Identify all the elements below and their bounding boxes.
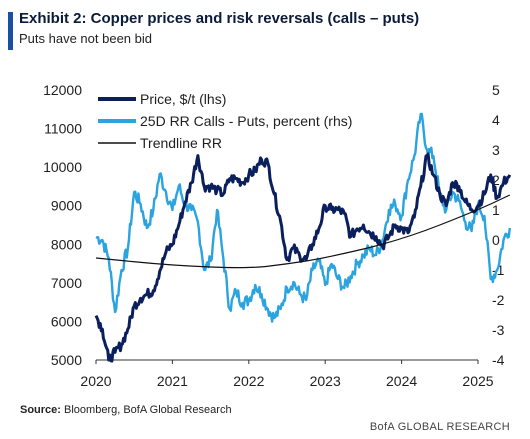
- legend: Price, $/t (lhs) 25D RR Calls - Puts, per…: [98, 91, 352, 151]
- price-series-line: [94, 152, 512, 363]
- axes-layer: 2020 2021 2022 2023 2024 2025 5000 6000 7000 8000…: [43, 82, 505, 389]
- y-left-tick-label: 7000: [51, 275, 82, 291]
- x-tick-label: 2021: [157, 373, 188, 389]
- y-right-tick-label: 4: [492, 112, 500, 128]
- publisher-credit: BofA GLOBAL RESEARCH: [369, 421, 510, 433]
- y-left-tick-label: 5000: [51, 352, 82, 368]
- y-right-tick-label: 1: [492, 202, 500, 218]
- y-left-tick-label: 6000: [51, 313, 82, 329]
- legend-item-rr: 25D RR Calls - Puts, percent (rhs): [98, 113, 352, 129]
- y-left-tick-label: 10000: [43, 159, 82, 175]
- x-tick-label: 2020: [80, 373, 111, 389]
- y-left-tick-label: 11000: [44, 121, 82, 137]
- y-right-tick-label: -4: [492, 352, 505, 368]
- y-left-tick-label: 9000: [51, 198, 82, 214]
- source-label: Source:: [20, 404, 61, 416]
- trendline-rr-line: [95, 194, 511, 269]
- legend-label: Trendline RR: [140, 135, 222, 151]
- y-right-tick-label: 2: [492, 172, 500, 188]
- source-text: Bloomberg, BofA Global Research: [64, 404, 232, 416]
- legend-label: Price, $/t (lhs): [140, 91, 226, 107]
- y-right-tick-label: 0: [492, 232, 500, 248]
- x-tick-label: 2025: [462, 373, 493, 389]
- y-left-tick-label: 12000: [43, 82, 82, 98]
- legend-item-trendline: Trendline RR: [98, 135, 222, 151]
- y-right-tick-label: 3: [492, 142, 500, 158]
- source-note: Source: Bloomberg, BofA Global Research: [20, 404, 232, 416]
- chart-title: Exhibit 2: Copper prices and risk revers…: [19, 10, 420, 27]
- legend-label: 25D RR Calls - Puts, percent (rhs): [140, 113, 352, 129]
- title-accent-bar: [8, 12, 13, 50]
- y-right-tick-label: -3: [492, 322, 505, 338]
- x-tick-label: 2022: [233, 373, 264, 389]
- series-layer: [94, 112, 512, 363]
- y-right-tick-label: -2: [492, 292, 505, 308]
- copper-chart: 2020 2021 2022 2023 2024 2025 5000 6000 7000 8000…: [43, 82, 512, 389]
- y-right-tick-label: 5: [492, 82, 500, 98]
- chart-subtitle: Puts have not been bid: [19, 31, 152, 46]
- x-tick-label: 2024: [386, 373, 417, 389]
- x-tick-label: 2023: [310, 373, 341, 389]
- y-left-tick-label: 8000: [51, 236, 82, 252]
- legend-item-price: Price, $/t (lhs): [98, 91, 226, 107]
